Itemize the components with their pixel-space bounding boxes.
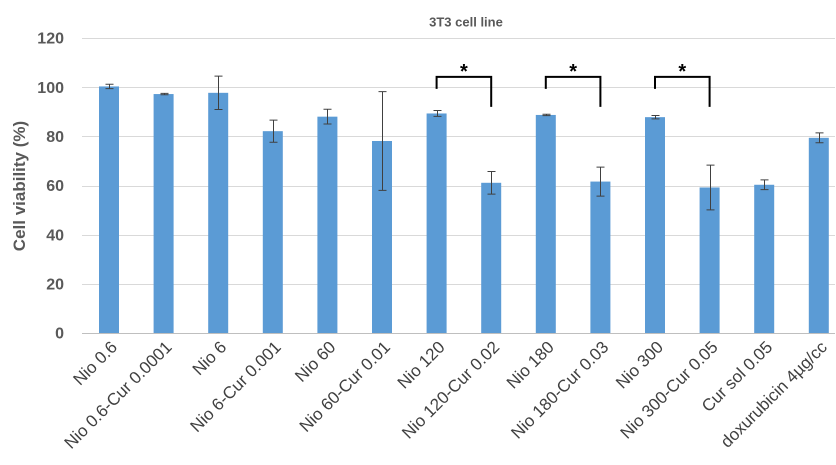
bar-nio-0-6-cur-0-0001 [153, 94, 174, 333]
chart-title: 3T3 cell line [429, 15, 503, 30]
error-bar-nio-300 [651, 114, 660, 120]
error-bar-nio-6-cur-0-001 [269, 119, 278, 143]
x-tick-label-nio-0-6-cur-0-0001: Nio 0.6-Cur 0.0001 [61, 338, 176, 453]
bar-nio-300 [645, 117, 665, 334]
y-tick-label-60: 60 [46, 178, 64, 195]
x-tick-label-nio-180-cur-0-03: Nio 180-Cur 0.03 [507, 338, 612, 443]
bar-nio-0-6 [99, 86, 119, 333]
error-bars [105, 75, 824, 211]
y-tick-label-100: 100 [37, 80, 64, 97]
error-bar-nio-6 [214, 75, 223, 111]
x-tick-label-nio-60: Nio 60 [291, 338, 339, 386]
bar-nio-180-cur-0-03 [590, 181, 611, 333]
significance-star-2: * [569, 61, 577, 83]
x-tick-label-nio-0-6: Nio 0.6 [70, 338, 122, 390]
significance-bracket-1 [435, 75, 493, 107]
x-tick-label-nio-6: Nio 6 [189, 338, 230, 379]
error-bar-doxurubicin-4-g-cc [815, 132, 824, 144]
x-tick-label-nio-300: Nio 300 [612, 338, 667, 393]
bar-nio-120 [426, 113, 447, 334]
bar-nio-180 [535, 114, 556, 333]
y-axis-title: Cell viability (%) [10, 121, 29, 251]
error-bar-nio-120 [433, 110, 442, 117]
y-tick-label-120: 120 [37, 31, 64, 48]
error-bar-nio-0-6 [105, 83, 114, 90]
significance-bracket-2 [544, 75, 602, 107]
significance-bracket-3 [654, 75, 711, 107]
bar-nio-120-cur-0-02 [481, 182, 502, 333]
bars [99, 86, 829, 334]
bar-cur-sol-0-05 [754, 184, 775, 333]
error-bar-nio-60-cur-0-01 [378, 91, 387, 191]
bar-doxurubicin-4-g-cc [808, 137, 829, 333]
x-tick-label-nio-180: Nio 180 [503, 338, 558, 393]
error-bar-nio-0-6-cur-0-0001 [160, 92, 169, 96]
y-tick-label-0: 0 [55, 326, 64, 343]
error-bar-nio-180-cur-0-03 [596, 166, 605, 197]
error-bar-cur-sol-0-05 [760, 179, 769, 191]
error-bar-nio-60 [323, 108, 332, 125]
error-bar-nio-180 [542, 113, 551, 117]
bar-nio-6-cur-0-001 [262, 131, 283, 333]
significance-annotations: * * * [435, 61, 711, 107]
x-tick-label-nio-300-cur-0-05: Nio 300-Cur 0.05 [617, 338, 722, 443]
y-tick-label-20: 20 [46, 276, 64, 293]
x-tick-label-nio-120-cur-0-02: Nio 120-Cur 0.02 [398, 338, 503, 443]
significance-star-3: * [678, 61, 686, 83]
gridlines [82, 38, 835, 334]
y-tick-label-80: 80 [46, 129, 64, 146]
bar-nio-300-cur-0-05 [699, 187, 720, 333]
bar-nio-6 [208, 92, 229, 333]
significance-star-1: * [460, 61, 468, 83]
bar-nio-60 [317, 116, 338, 334]
error-bar-nio-300-cur-0-05 [706, 164, 715, 211]
y-axis-tick-labels: 0 20 40 60 80 100 120 [37, 31, 64, 343]
error-bar-nio-120-cur-0-02 [487, 170, 496, 195]
x-tick-label-doxurubicin-4-g-cc: doxurubicin 4µg/cc [717, 337, 831, 451]
x-tick-label-nio-120: Nio 120 [394, 338, 449, 393]
y-tick-label-40: 40 [46, 227, 64, 244]
bar-nio-60-cur-0-01 [372, 141, 392, 333]
